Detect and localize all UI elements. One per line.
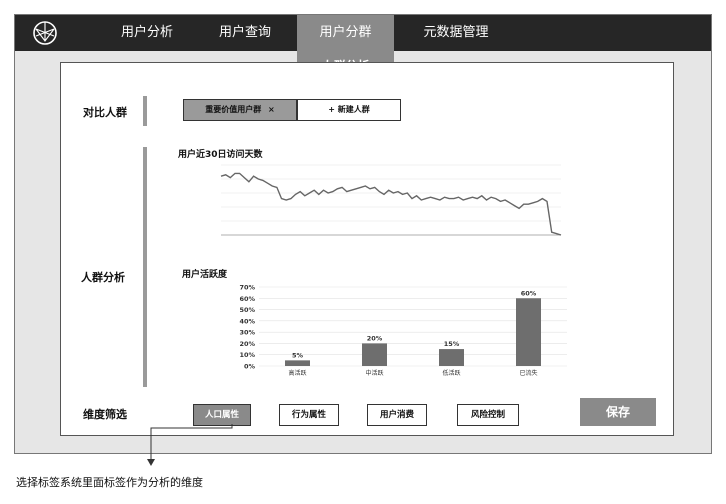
compare-crowd-label: 对比人群 [83,106,127,119]
y-tick-label: 10% [239,351,255,359]
logo-icon[interactable] [31,19,59,47]
y-tick-label: 0% [244,363,256,371]
bar-value-label: 20% [367,334,383,342]
bar-value-label: 60% [521,289,537,297]
crowd-chip-label: 重要价值用户群 [205,105,262,114]
new-crowd-button[interactable]: + 新建人群 [297,99,401,121]
visit-days-line-chart [220,164,562,236]
bar-3 [516,298,541,366]
x-category-label: 中活跃 [365,369,383,377]
crowd-analysis-label: 人群分析 [81,271,125,284]
visit-days-chart-title: 用户近30日访问天数 [178,150,263,160]
main-panel: 对比人群 重要价值用户群 × + 新建人群 人群分析 用户近30日访问天数 用户… [60,62,674,436]
filter-consumption-button[interactable]: 用户消费 [367,404,427,426]
nav-metadata-management[interactable]: 元数据管理 [423,25,489,40]
x-category-label: 低活跃 [442,369,460,377]
x-category-label: 高活跃 [288,369,306,377]
nav-user-query[interactable]: 用户查询 [218,25,271,40]
y-tick-label: 70% [239,284,255,292]
top-navbar: 用户分析 用户查询 用户分群 元数据管理 [15,15,711,51]
save-button[interactable]: 保存 [580,398,656,426]
filter-risk-control-button[interactable]: 风险控制 [457,404,519,426]
bar-value-label: 5% [292,351,304,359]
activity-bar-chart: 0% 10% 20% 30% 40% 50% 60% 70% 5% 高活跃 20% 中活跃 15% 低活跃… [239,284,567,377]
activity-chart-title: 用户活跃度 [182,270,228,280]
crowd-chip-selected[interactable]: 重要价值用户群 × [183,99,297,121]
filter-behavior-button[interactable]: 行为属性 [279,404,339,426]
section-divider [143,96,147,126]
bar-value-label: 15% [444,340,460,348]
y-tick-label: 60% [239,295,255,303]
y-tick-label: 40% [239,317,255,325]
bar-0 [285,360,310,366]
section-divider [143,147,147,387]
visit-days-series-line [220,172,562,236]
filter-demographics-button[interactable]: 人口属性 [193,404,251,426]
dimension-filter-label: 维度筛选 [83,408,127,421]
y-tick-label: 20% [239,340,255,348]
nav-user-analysis[interactable]: 用户分析 [120,25,173,40]
nav-user-segmentation[interactable]: 用户分群 [297,15,394,51]
bar-2 [439,349,464,366]
bar-1 [362,343,387,366]
close-icon[interactable]: × [268,105,275,114]
y-tick-label: 50% [239,306,255,314]
x-category-label: 已流失 [519,369,537,377]
annotation-caption: 选择标签系统里面标签作为分析的维度 [16,476,203,489]
y-tick-label: 30% [239,329,255,337]
app-frame: 用户分析 用户查询 用户分群 元数据管理 人群分析 对比人群 重要价值用户群 ×… [14,14,712,454]
